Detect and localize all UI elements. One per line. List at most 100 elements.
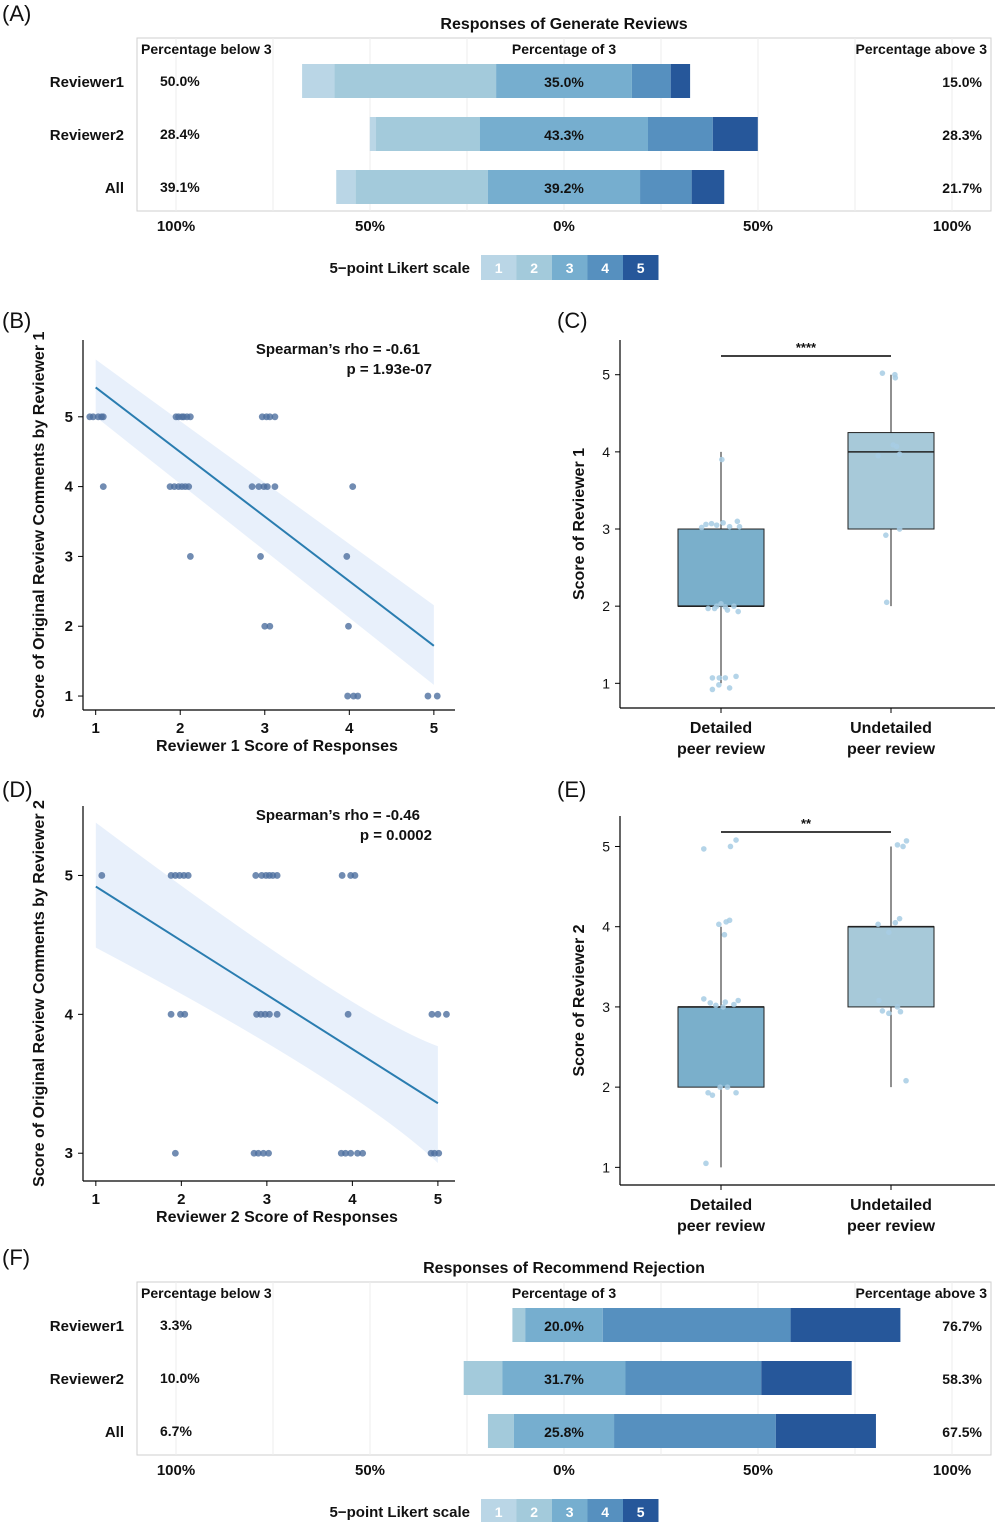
jitter-point: [698, 524, 705, 531]
jitter-point: [893, 443, 900, 450]
jitter-point: [726, 523, 733, 530]
box-detailed: [677, 528, 765, 607]
x-tick-label: 50%: [743, 218, 773, 235]
jitter-point: [727, 843, 734, 850]
legend-label: 5: [637, 260, 645, 276]
y-tick-label: 5: [65, 867, 73, 884]
legend-swatch-4: [587, 1499, 623, 1522]
data-point: [263, 483, 271, 491]
pct-above: 21.7%: [942, 180, 982, 196]
likert-bar-reviewer1-2: [334, 64, 497, 98]
x-category-label: Detailed: [690, 1197, 752, 1214]
panel-label: (F): [2, 1245, 30, 1270]
data-point: [424, 692, 432, 700]
spearman-rho: Spearman’s rho = -0.46: [256, 807, 420, 824]
likert-bar-all-2: [487, 1414, 514, 1448]
y-tick-label: 4: [65, 1006, 74, 1023]
data-point: [435, 1149, 443, 1157]
jitter-point: [875, 921, 881, 928]
data-point: [265, 1149, 272, 1157]
likert-bar-reviewer1-4: [631, 64, 671, 98]
data-point: [89, 413, 97, 421]
y-tick-label: 1: [602, 1159, 610, 1175]
jitter-point: [735, 997, 741, 1004]
x-category-label: peer review: [847, 741, 936, 758]
likert-bar-all-5: [691, 170, 725, 204]
y-tick-label: 3: [65, 1145, 73, 1162]
y-tick-label: 3: [602, 999, 610, 1015]
row-label: Reviewer1: [50, 1318, 124, 1335]
pct-below: 50.0%: [160, 73, 200, 89]
pct-mid: 43.3%: [544, 127, 584, 143]
jitter-point: [903, 1077, 909, 1084]
x-tick-label: 100%: [157, 1462, 195, 1479]
confidence-band: [95, 822, 438, 1163]
y-axis-label: Score of Original Review Comments by Rev…: [31, 800, 48, 1187]
jitter-point: [896, 526, 903, 532]
jitter-point: [721, 931, 728, 938]
jitter-point: [705, 605, 711, 612]
likert-bar-all-4: [640, 170, 692, 204]
x-tick-label: 50%: [355, 218, 385, 235]
legend-swatch-3: [552, 1499, 588, 1522]
jitter-point: [717, 1084, 723, 1090]
data-point: [98, 872, 106, 879]
x-category-label: peer review: [677, 741, 766, 758]
legend-label: 1: [495, 1504, 503, 1520]
likert-bar-reviewer2-2: [376, 117, 480, 151]
x-tick-label: 2: [176, 720, 184, 737]
legend-swatch-4: [587, 255, 623, 280]
data-point: [428, 1010, 436, 1018]
jitter-point: [716, 921, 722, 928]
data-point: [185, 483, 193, 491]
data-point: [359, 1149, 367, 1157]
jitter-point: [709, 675, 716, 681]
likert-bar-reviewer1-2: [512, 1308, 526, 1342]
x-tick-label: 3: [263, 1191, 271, 1208]
legend-label: 4: [601, 260, 609, 276]
pct-mid: 39.2%: [544, 180, 584, 196]
likert-bar-all-4: [614, 1414, 776, 1448]
jitter-point: [875, 452, 881, 459]
y-tick-label: 2: [602, 1079, 610, 1095]
legend-label: 2: [530, 260, 538, 276]
y-tick-label: 4: [602, 919, 610, 935]
likert-bar-reviewer1-3: [525, 1308, 603, 1342]
jitter-point: [734, 518, 741, 525]
jitter-point: [735, 608, 741, 615]
x-tick-label: 5: [434, 1191, 442, 1208]
y-tick-label: 5: [602, 367, 610, 383]
data-point: [248, 483, 256, 491]
y-tick-label: 2: [602, 598, 610, 614]
pct-mid: 31.7%: [544, 1371, 584, 1387]
legend-swatch-2: [516, 255, 552, 280]
x-tick-label: 4: [348, 1191, 357, 1208]
row-label: Reviewer2: [50, 1371, 124, 1388]
data-point: [260, 1149, 267, 1157]
jitter-point: [722, 675, 729, 681]
jitter-point: [733, 673, 739, 680]
panel-a-likert-chart: (A) Responses of Generate Reviews Percenta…: [2, 1, 992, 280]
jitter-point: [896, 915, 903, 922]
legend-swatch-1: [481, 255, 517, 280]
likert-bar-reviewer2-3: [502, 1361, 626, 1395]
x-category-label: Detailed: [690, 720, 752, 737]
x-axis-label: Reviewer 2 Score of Responses: [156, 1209, 398, 1226]
jitter-point: [883, 532, 889, 538]
pct-above: 67.5%: [942, 1424, 982, 1440]
likert-bar-reviewer2-1: [369, 117, 377, 151]
likert-bar-all-3: [513, 1414, 615, 1448]
x-category-label: peer review: [677, 1218, 766, 1235]
pct-below: 10.0%: [160, 1370, 200, 1386]
header-below: Percentage below 3: [141, 1285, 272, 1301]
jitter-point: [701, 996, 707, 1002]
chart-title: Responses of Recommend Rejection: [423, 1260, 705, 1277]
significance-stars: ****: [796, 340, 817, 355]
data-point: [342, 1149, 349, 1157]
pct-mid: 20.0%: [544, 1318, 584, 1334]
jitter-point: [883, 599, 890, 606]
jitter-point: [876, 997, 882, 1004]
legend-swatch-5: [623, 1499, 659, 1522]
data-point: [273, 872, 281, 879]
x-tick-label: 100%: [933, 218, 971, 235]
